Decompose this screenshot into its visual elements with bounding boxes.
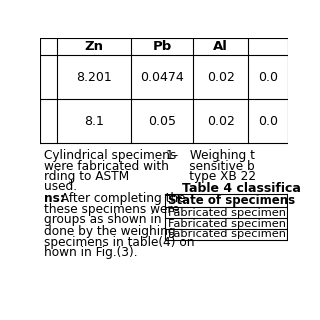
Text: used.: used. [44,180,77,194]
Text: groups as shown in: groups as shown in [44,213,161,226]
Text: 0.02: 0.02 [207,115,235,128]
Text: Fabricated specimen: Fabricated specimen [168,208,286,218]
Text: 8.1: 8.1 [84,115,104,128]
Text: 1-   Weighing t: 1- Weighing t [166,149,255,162]
Text: 0.0: 0.0 [258,115,278,128]
Text: 0.0474: 0.0474 [140,71,184,84]
Text: Cylindrical specimens: Cylindrical specimens [44,149,176,162]
Text: hown in Fig.(3).: hown in Fig.(3). [44,246,137,259]
Text: State of specimens: State of specimens [168,194,295,207]
Text: Pb: Pb [153,40,172,53]
Text: were fabricated with: were fabricated with [44,160,169,173]
Text: done by the weighing: done by the weighing [44,225,175,238]
Text: sensitive b: sensitive b [166,160,255,173]
Text: After completing the: After completing the [57,192,186,205]
Text: Al: Al [213,40,228,53]
Text: Fabricated specimen: Fabricated specimen [168,229,286,239]
Text: 8.201: 8.201 [76,71,112,84]
Text: Table 4 classifica: Table 4 classifica [182,182,301,195]
Text: rding to ASTM: rding to ASTM [44,170,129,183]
Text: 0.05: 0.05 [148,115,176,128]
Text: 0.0: 0.0 [258,71,278,84]
Text: Zn: Zn [85,40,104,53]
Text: Fabricated specimen: Fabricated specimen [168,219,286,228]
Text: ns:: ns: [44,192,65,205]
Text: type XB 22: type XB 22 [166,170,256,183]
Text: 0.02: 0.02 [207,71,235,84]
Text: these specimens were: these specimens were [44,203,180,216]
Text: specimens in table(4) on: specimens in table(4) on [44,236,194,249]
